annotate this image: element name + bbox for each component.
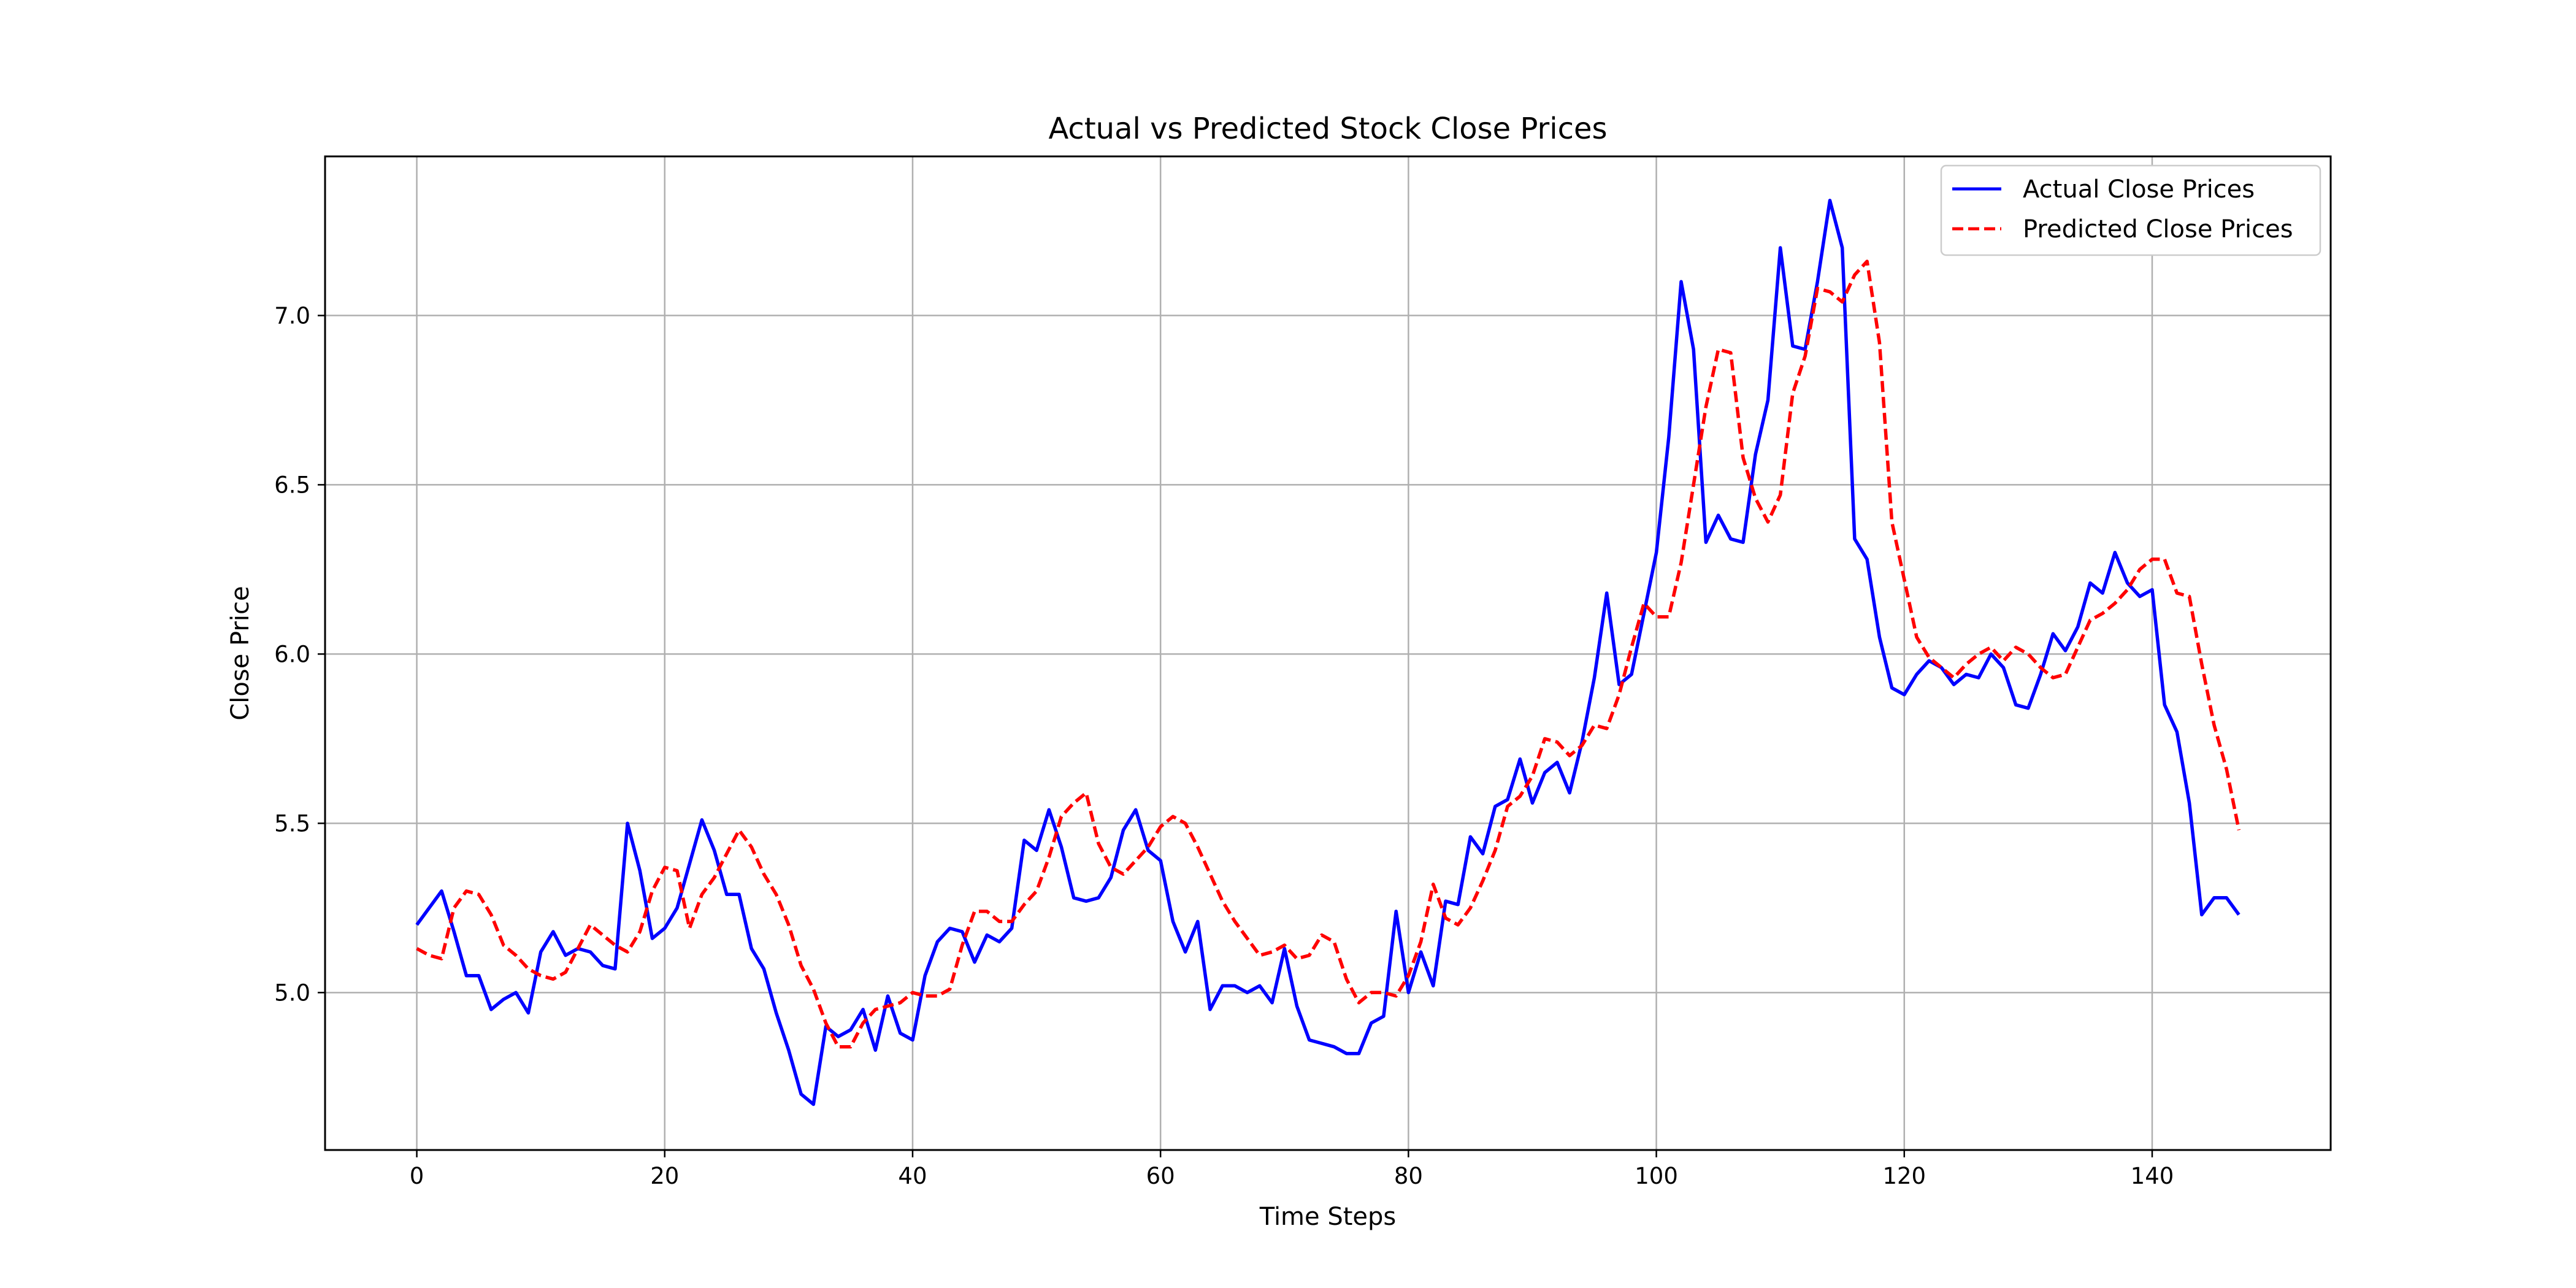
y-tick-label: 5.5 — [274, 810, 310, 837]
y-tick-label: 5.0 — [274, 979, 310, 1006]
legend-label-actual: Actual Close Prices — [2023, 175, 2255, 204]
x-tick-label: 20 — [650, 1163, 679, 1189]
x-tick-label: 80 — [1394, 1163, 1423, 1189]
legend-label-predicted: Predicted Close Prices — [2023, 215, 2293, 243]
chart-title: Actual vs Predicted Stock Close Prices — [1048, 112, 1607, 146]
x-tick-label: 140 — [2131, 1163, 2174, 1189]
x-tick-label: 120 — [1882, 1163, 1926, 1189]
axis-ticks: 0 20 40 60 80 100 120 140 5.0 5.5 6.0 6.5 7.0 — [274, 302, 2174, 1189]
x-tick-label: 100 — [1635, 1163, 1678, 1189]
plot-frame — [324, 155, 2332, 1151]
y-tick-label: 7.0 — [274, 302, 310, 329]
y-tick-label: 6.0 — [274, 641, 310, 667]
y-axis-label: Close Price — [226, 586, 255, 720]
series-line-predicted — [416, 259, 2241, 1049]
x-axis-label: Time Steps — [1259, 1203, 1397, 1231]
x-tick-label: 0 — [410, 1163, 424, 1189]
legend: Actual Close Prices Predicted Close Pric… — [1940, 164, 2321, 256]
y-tick-label: 6.5 — [274, 472, 310, 498]
x-tick-label: 40 — [898, 1163, 927, 1189]
legend-box — [1940, 164, 2321, 256]
x-tick-label: 60 — [1146, 1163, 1175, 1189]
series-layer — [415, 199, 2241, 1106]
